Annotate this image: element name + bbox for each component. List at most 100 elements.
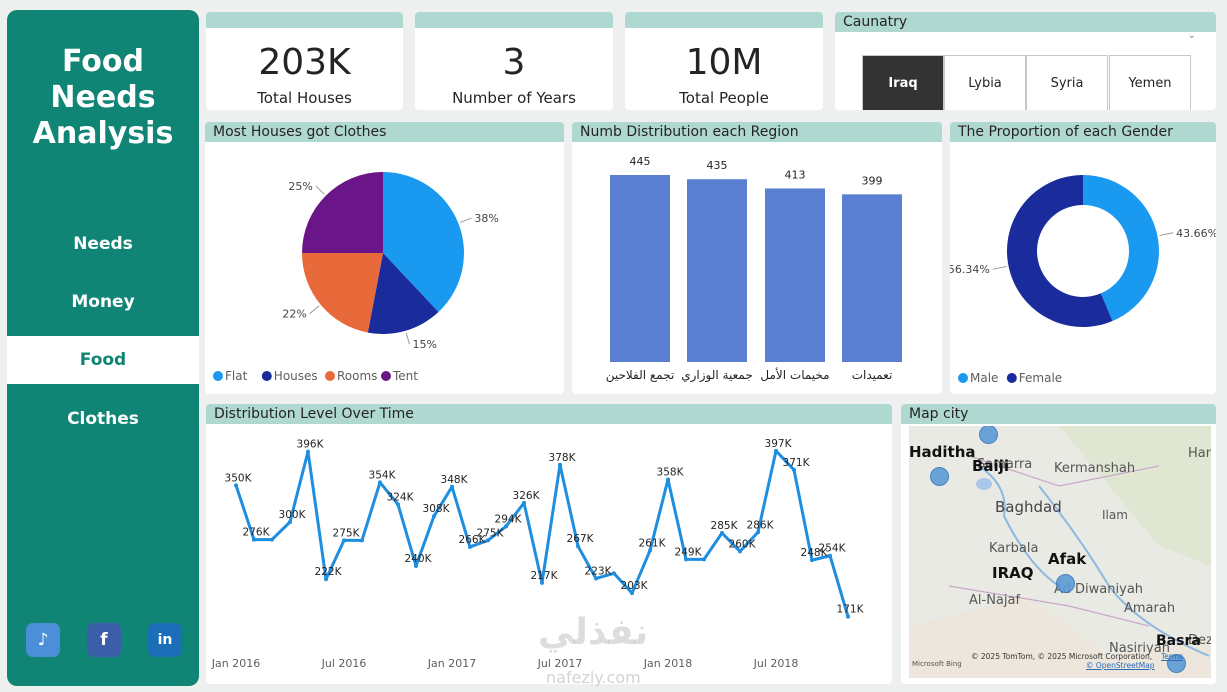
data-point bbox=[828, 553, 832, 558]
category-label: تجمع الفلاحين bbox=[606, 368, 675, 383]
slicer-option-lybia[interactable]: Lybia bbox=[944, 55, 1026, 110]
pie-slice-rooms bbox=[302, 253, 383, 333]
map-label: Ad Diwaniyah bbox=[1054, 582, 1144, 597]
card-title: Map city bbox=[909, 406, 969, 422]
map-label: Ilam bbox=[1102, 508, 1128, 522]
data-point bbox=[738, 549, 742, 554]
series-line bbox=[234, 449, 850, 618]
data-label: 294K bbox=[495, 513, 523, 525]
nav-money[interactable]: Money bbox=[71, 292, 135, 312]
slicer-title: Caunatry bbox=[843, 14, 908, 30]
kpi-value: 203K bbox=[258, 42, 351, 83]
nav-clothes[interactable]: Clothes bbox=[67, 409, 139, 429]
map-city-label: Baiji bbox=[972, 457, 1009, 475]
bar bbox=[687, 179, 747, 362]
data-label: 275K bbox=[477, 527, 505, 539]
legend-marker bbox=[325, 371, 335, 381]
data-point bbox=[630, 591, 634, 596]
legend-marker bbox=[381, 371, 391, 381]
map-label: Karbala bbox=[989, 541, 1039, 556]
data-label: 285K bbox=[711, 520, 739, 532]
leader-line bbox=[459, 217, 472, 223]
map-terms-link[interactable]: Terms bbox=[1161, 652, 1184, 661]
data-point bbox=[414, 564, 418, 568]
bar-value-label: 445 bbox=[630, 155, 651, 168]
slicer-option-iraq[interactable]: Iraq bbox=[862, 55, 944, 110]
data-point bbox=[324, 577, 328, 582]
data-point bbox=[720, 531, 724, 535]
map-osm-link[interactable]: © OpenStreetMap bbox=[1086, 661, 1155, 670]
data-label: 286K bbox=[747, 519, 775, 531]
kpi-number-of-years: 3 Number of Years bbox=[415, 12, 613, 110]
pie-slice-tent bbox=[302, 172, 383, 253]
facebook-icon[interactable]: f bbox=[87, 623, 121, 657]
nav-needs[interactable]: Needs bbox=[73, 234, 133, 254]
data-point bbox=[648, 548, 652, 553]
data-point bbox=[360, 538, 364, 543]
data-point bbox=[288, 520, 292, 524]
map-city-label: Afak bbox=[1048, 550, 1087, 568]
data-point bbox=[540, 580, 544, 585]
data-point bbox=[846, 614, 850, 619]
nav-food[interactable]: Food bbox=[7, 336, 199, 384]
gender-donut-card: The Proportion of each Gender 43.66% 56.3… bbox=[950, 122, 1216, 394]
x-tick-label: Jul 2018 bbox=[753, 657, 799, 670]
leader-line bbox=[309, 305, 320, 314]
map-bubble[interactable] bbox=[979, 426, 998, 444]
bar bbox=[842, 194, 902, 362]
data-label: 261K bbox=[639, 538, 667, 550]
map-label: Al-Najaf bbox=[969, 593, 1021, 608]
legend-entry: Female bbox=[1019, 371, 1062, 385]
map-terrain bbox=[909, 426, 1211, 678]
map-city-label: Basra bbox=[1156, 633, 1201, 649]
time-line-card: Distribution Level Over Time 350K 276K 300… bbox=[206, 404, 892, 684]
legend-marker bbox=[261, 371, 272, 381]
data-point bbox=[666, 477, 670, 482]
data-point bbox=[270, 537, 274, 542]
map-city-label: IRAQ bbox=[992, 564, 1034, 582]
map-label: Hame bbox=[1188, 446, 1211, 461]
map-bubble[interactable] bbox=[1056, 574, 1075, 593]
title-line-3: Analysis bbox=[32, 116, 174, 151]
watermark-latin: nafezly.com bbox=[546, 668, 641, 687]
data-point bbox=[486, 538, 490, 543]
data-point bbox=[558, 462, 562, 467]
pie-slice-houses bbox=[367, 253, 439, 334]
chevron-down-icon[interactable]: ⌄ bbox=[1187, 30, 1196, 41]
legend-entry: Flat bbox=[225, 369, 248, 383]
legend-entry: Rooms bbox=[337, 369, 377, 383]
data-label: 56.34% bbox=[950, 263, 990, 276]
data-label: 354K bbox=[369, 469, 397, 481]
linkedin-icon[interactable]: in bbox=[148, 623, 182, 657]
clothes-pie-chart: 38% 15% 22% 25% Flat Houses Rooms Tent bbox=[213, 172, 499, 383]
x-tick-label: Jul 2017 bbox=[537, 657, 583, 670]
map-bubble[interactable] bbox=[930, 467, 949, 486]
x-tick-label: Jan 2018 bbox=[643, 657, 692, 670]
kpi-value: 3 bbox=[502, 42, 526, 83]
leader-line bbox=[992, 265, 1007, 270]
sidebar: Food Needs Analysis Needs Money Food Clo… bbox=[7, 10, 199, 686]
data-point bbox=[612, 571, 616, 576]
data-label: 324K bbox=[387, 491, 415, 503]
data-point bbox=[306, 449, 310, 454]
data-label: 223K bbox=[585, 565, 613, 577]
card-title: The Proportion of each Gender bbox=[958, 124, 1173, 140]
data-label: 25% bbox=[288, 180, 312, 193]
x-tick-label: Jul 2016 bbox=[321, 657, 367, 670]
data-label: 217K bbox=[531, 570, 559, 582]
map-canvas[interactable]: Samarra Kermanshah Hame Baghdad Ilam Kar… bbox=[909, 426, 1211, 678]
data-label: 203K bbox=[621, 580, 649, 592]
category-label: تعميدات bbox=[852, 368, 893, 382]
data-point bbox=[396, 502, 400, 507]
slicer-option-yemen[interactable]: Yemen bbox=[1109, 55, 1191, 110]
kpi-label: Total People bbox=[679, 89, 769, 107]
legend-entry: Houses bbox=[274, 369, 318, 383]
tiktok-icon[interactable]: ♪ bbox=[26, 623, 60, 657]
slicer-option-syria[interactable]: Syria bbox=[1026, 55, 1108, 110]
data-point bbox=[378, 480, 382, 485]
data-label: 300K bbox=[279, 509, 307, 521]
map-bubble[interactable] bbox=[1167, 654, 1186, 673]
data-label: 371K bbox=[783, 457, 811, 469]
map-card: Map city Samarra Kermanshah Hame Baghdad… bbox=[901, 404, 1216, 684]
leader-line bbox=[1159, 232, 1174, 237]
